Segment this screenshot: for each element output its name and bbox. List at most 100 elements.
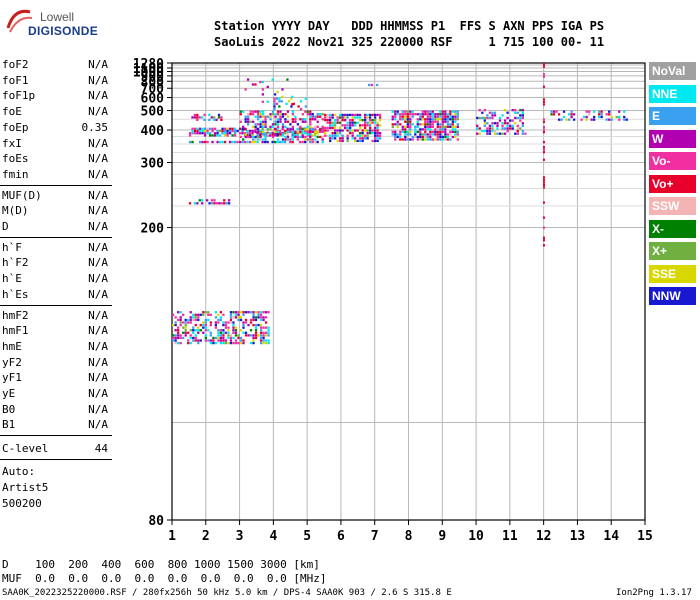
- echo-point: [404, 118, 407, 121]
- echo-point: [261, 100, 264, 103]
- echo-point: [550, 110, 553, 113]
- echo-point: [229, 318, 233, 322]
- echo-point: [233, 140, 237, 144]
- echo-point: [521, 124, 524, 127]
- echo-point: [567, 118, 571, 121]
- echo-point: [209, 321, 212, 324]
- footer-version: Ion2Png 1.3.17: [616, 588, 692, 598]
- echo-point: [222, 336, 225, 340]
- echo-point: [319, 128, 322, 131]
- echo-point: [299, 118, 302, 121]
- y-tick-label: 1100: [133, 62, 164, 77]
- echo-point: [299, 107, 303, 111]
- echo-point: [219, 336, 223, 340]
- echo-point: [610, 118, 613, 121]
- echo-point: [309, 127, 312, 130]
- echo-point: [257, 323, 260, 327]
- echo-point: [259, 313, 263, 316]
- echo-point: [291, 128, 295, 131]
- digisonde-logo-icon: [6, 9, 33, 33]
- echo-point: [344, 124, 347, 127]
- echo-point: [239, 339, 243, 342]
- echo-point: [244, 318, 248, 322]
- header-row1: Station YYYY DAY DDD HHMMSS P1 FFS S AXN…: [214, 19, 605, 33]
- echo-point: [356, 121, 359, 124]
- echo-point: [301, 134, 304, 137]
- echo-point: [309, 118, 312, 121]
- echo-point: [269, 125, 272, 128]
- echo-point: [191, 132, 194, 135]
- echo-point: [414, 128, 417, 131]
- echo-point: [197, 326, 200, 329]
- echo-point: [329, 116, 332, 119]
- echo-point: [279, 110, 282, 113]
- echo-point: [258, 132, 262, 135]
- echo-point: [219, 318, 223, 322]
- echo-point: [434, 113, 437, 116]
- param-hf-value: N/A: [88, 240, 108, 254]
- echo-point: [201, 202, 204, 205]
- echo-point: [247, 123, 250, 126]
- echo-point: [521, 116, 524, 120]
- echo-point: [234, 311, 238, 314]
- echo-point: [262, 339, 265, 342]
- echo-point: [431, 133, 434, 136]
- echo-point: [262, 336, 265, 340]
- x-tick-label: 4: [269, 529, 277, 544]
- param-b0: B0 N/A: [2, 403, 108, 418]
- echo-point: [441, 125, 444, 128]
- echo-point: [449, 113, 452, 116]
- echo-point: [419, 123, 422, 126]
- echo-point: [229, 311, 233, 314]
- echo-point: [218, 134, 222, 137]
- echo-point: [219, 311, 223, 314]
- echo-point: [189, 321, 192, 324]
- echo-point: [542, 244, 545, 247]
- echo-point: [212, 336, 215, 340]
- echo-point: [253, 140, 257, 144]
- echo-point: [232, 331, 235, 334]
- echo-point: [488, 116, 492, 120]
- param-fof1p-name: foF1p: [2, 89, 36, 103]
- echo-point: [217, 329, 220, 332]
- echo-point: [172, 323, 175, 327]
- echo-point: [208, 118, 211, 122]
- echo-point: [213, 199, 216, 202]
- echo-point: [273, 97, 276, 100]
- echo-point: [264, 316, 268, 319]
- echo-point: [284, 135, 287, 139]
- echo-point: [296, 128, 300, 131]
- echo-point: [351, 121, 354, 124]
- echo-point: [326, 113, 329, 117]
- echo-point: [309, 135, 312, 139]
- echo-point: [426, 123, 429, 126]
- echo-point: [476, 127, 479, 130]
- echo-point: [351, 118, 354, 122]
- echo-point: [354, 113, 357, 117]
- echo-point: [273, 132, 277, 135]
- echo-point: [421, 113, 424, 116]
- echo-point: [493, 114, 497, 117]
- legend-e: E: [649, 107, 696, 125]
- echo-point: [542, 75, 545, 78]
- echo-point: [346, 116, 349, 119]
- echo-point: [223, 132, 227, 135]
- echo-point: [615, 115, 618, 119]
- echo-point: [271, 113, 275, 116]
- echo-point: [341, 134, 344, 137]
- param-foe-name: foE: [2, 105, 22, 119]
- echo-point: [376, 129, 379, 132]
- echo-point: [276, 123, 280, 126]
- echo-point: [261, 115, 265, 118]
- echo-point: [414, 125, 417, 128]
- echo-point: [436, 115, 439, 118]
- param-hes-name: h`Es: [2, 287, 29, 301]
- echo-point: [210, 202, 214, 205]
- echo-point: [244, 115, 247, 118]
- echo-point: [503, 119, 507, 122]
- echo-point: [247, 113, 250, 116]
- echo-point: [184, 321, 187, 324]
- echo-point: [264, 115, 267, 118]
- echo-point: [361, 131, 364, 135]
- echo-point: [301, 129, 304, 133]
